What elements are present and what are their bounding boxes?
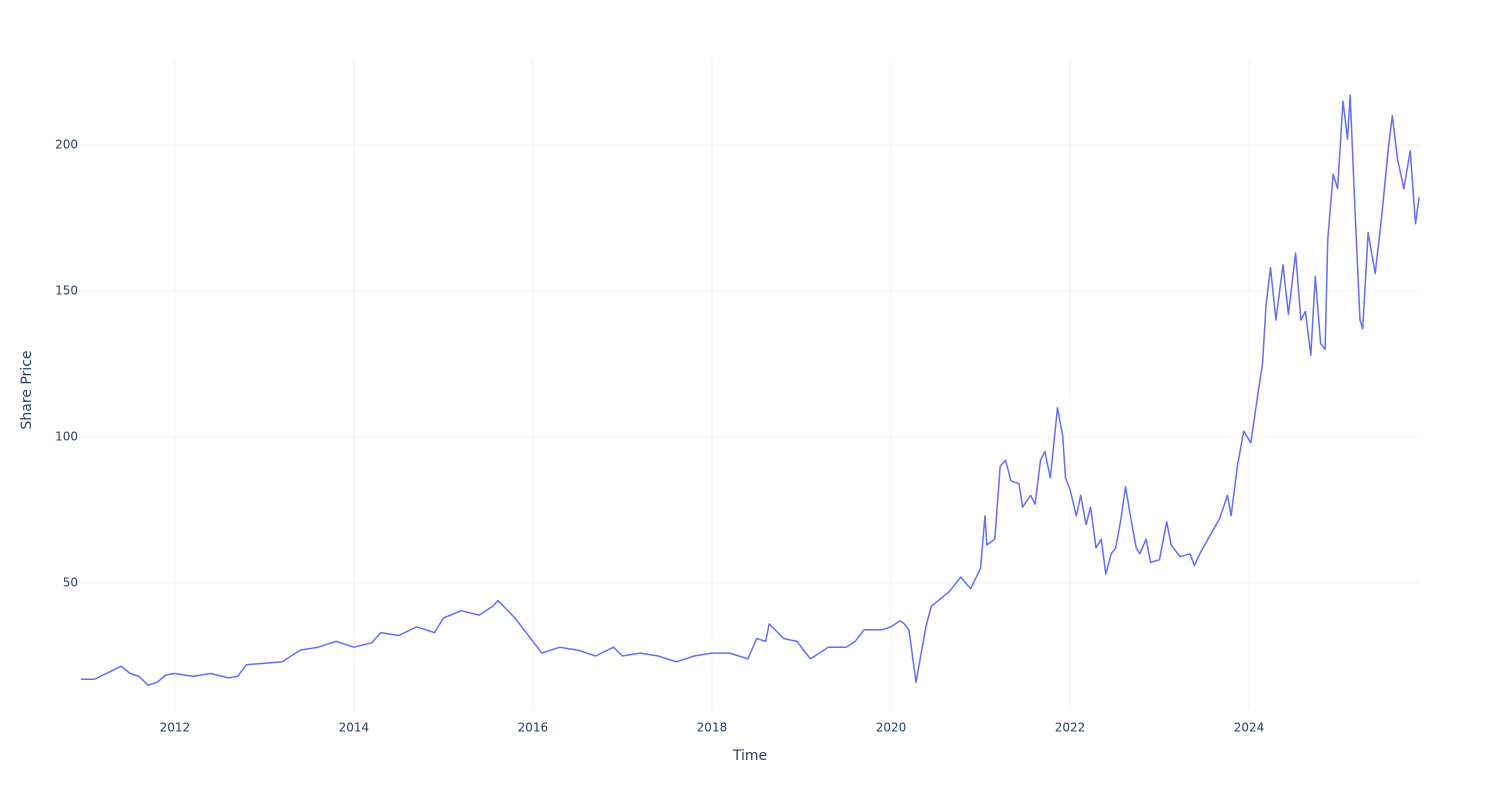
y-tick-label: 150 (55, 283, 78, 297)
x-tick-label: 2012 (160, 721, 191, 735)
x-tick-label: 2018 (697, 721, 728, 735)
x-tick-label: 2024 (1234, 721, 1265, 735)
x-tick-label: 2016 (518, 721, 549, 735)
y-tick-label: 100 (55, 429, 78, 443)
x-tick-label: 2014 (339, 721, 370, 735)
y-tick-label: 50 (63, 575, 78, 589)
x-axis-title: Time (732, 748, 767, 764)
price-line (80, 94, 1420, 686)
y-tick-label: 200 (55, 137, 78, 151)
x-tick-label: 2022 (1055, 721, 1086, 735)
y-axis-title: Share Price (19, 350, 35, 429)
x-tick-label: 2020 (876, 721, 907, 735)
